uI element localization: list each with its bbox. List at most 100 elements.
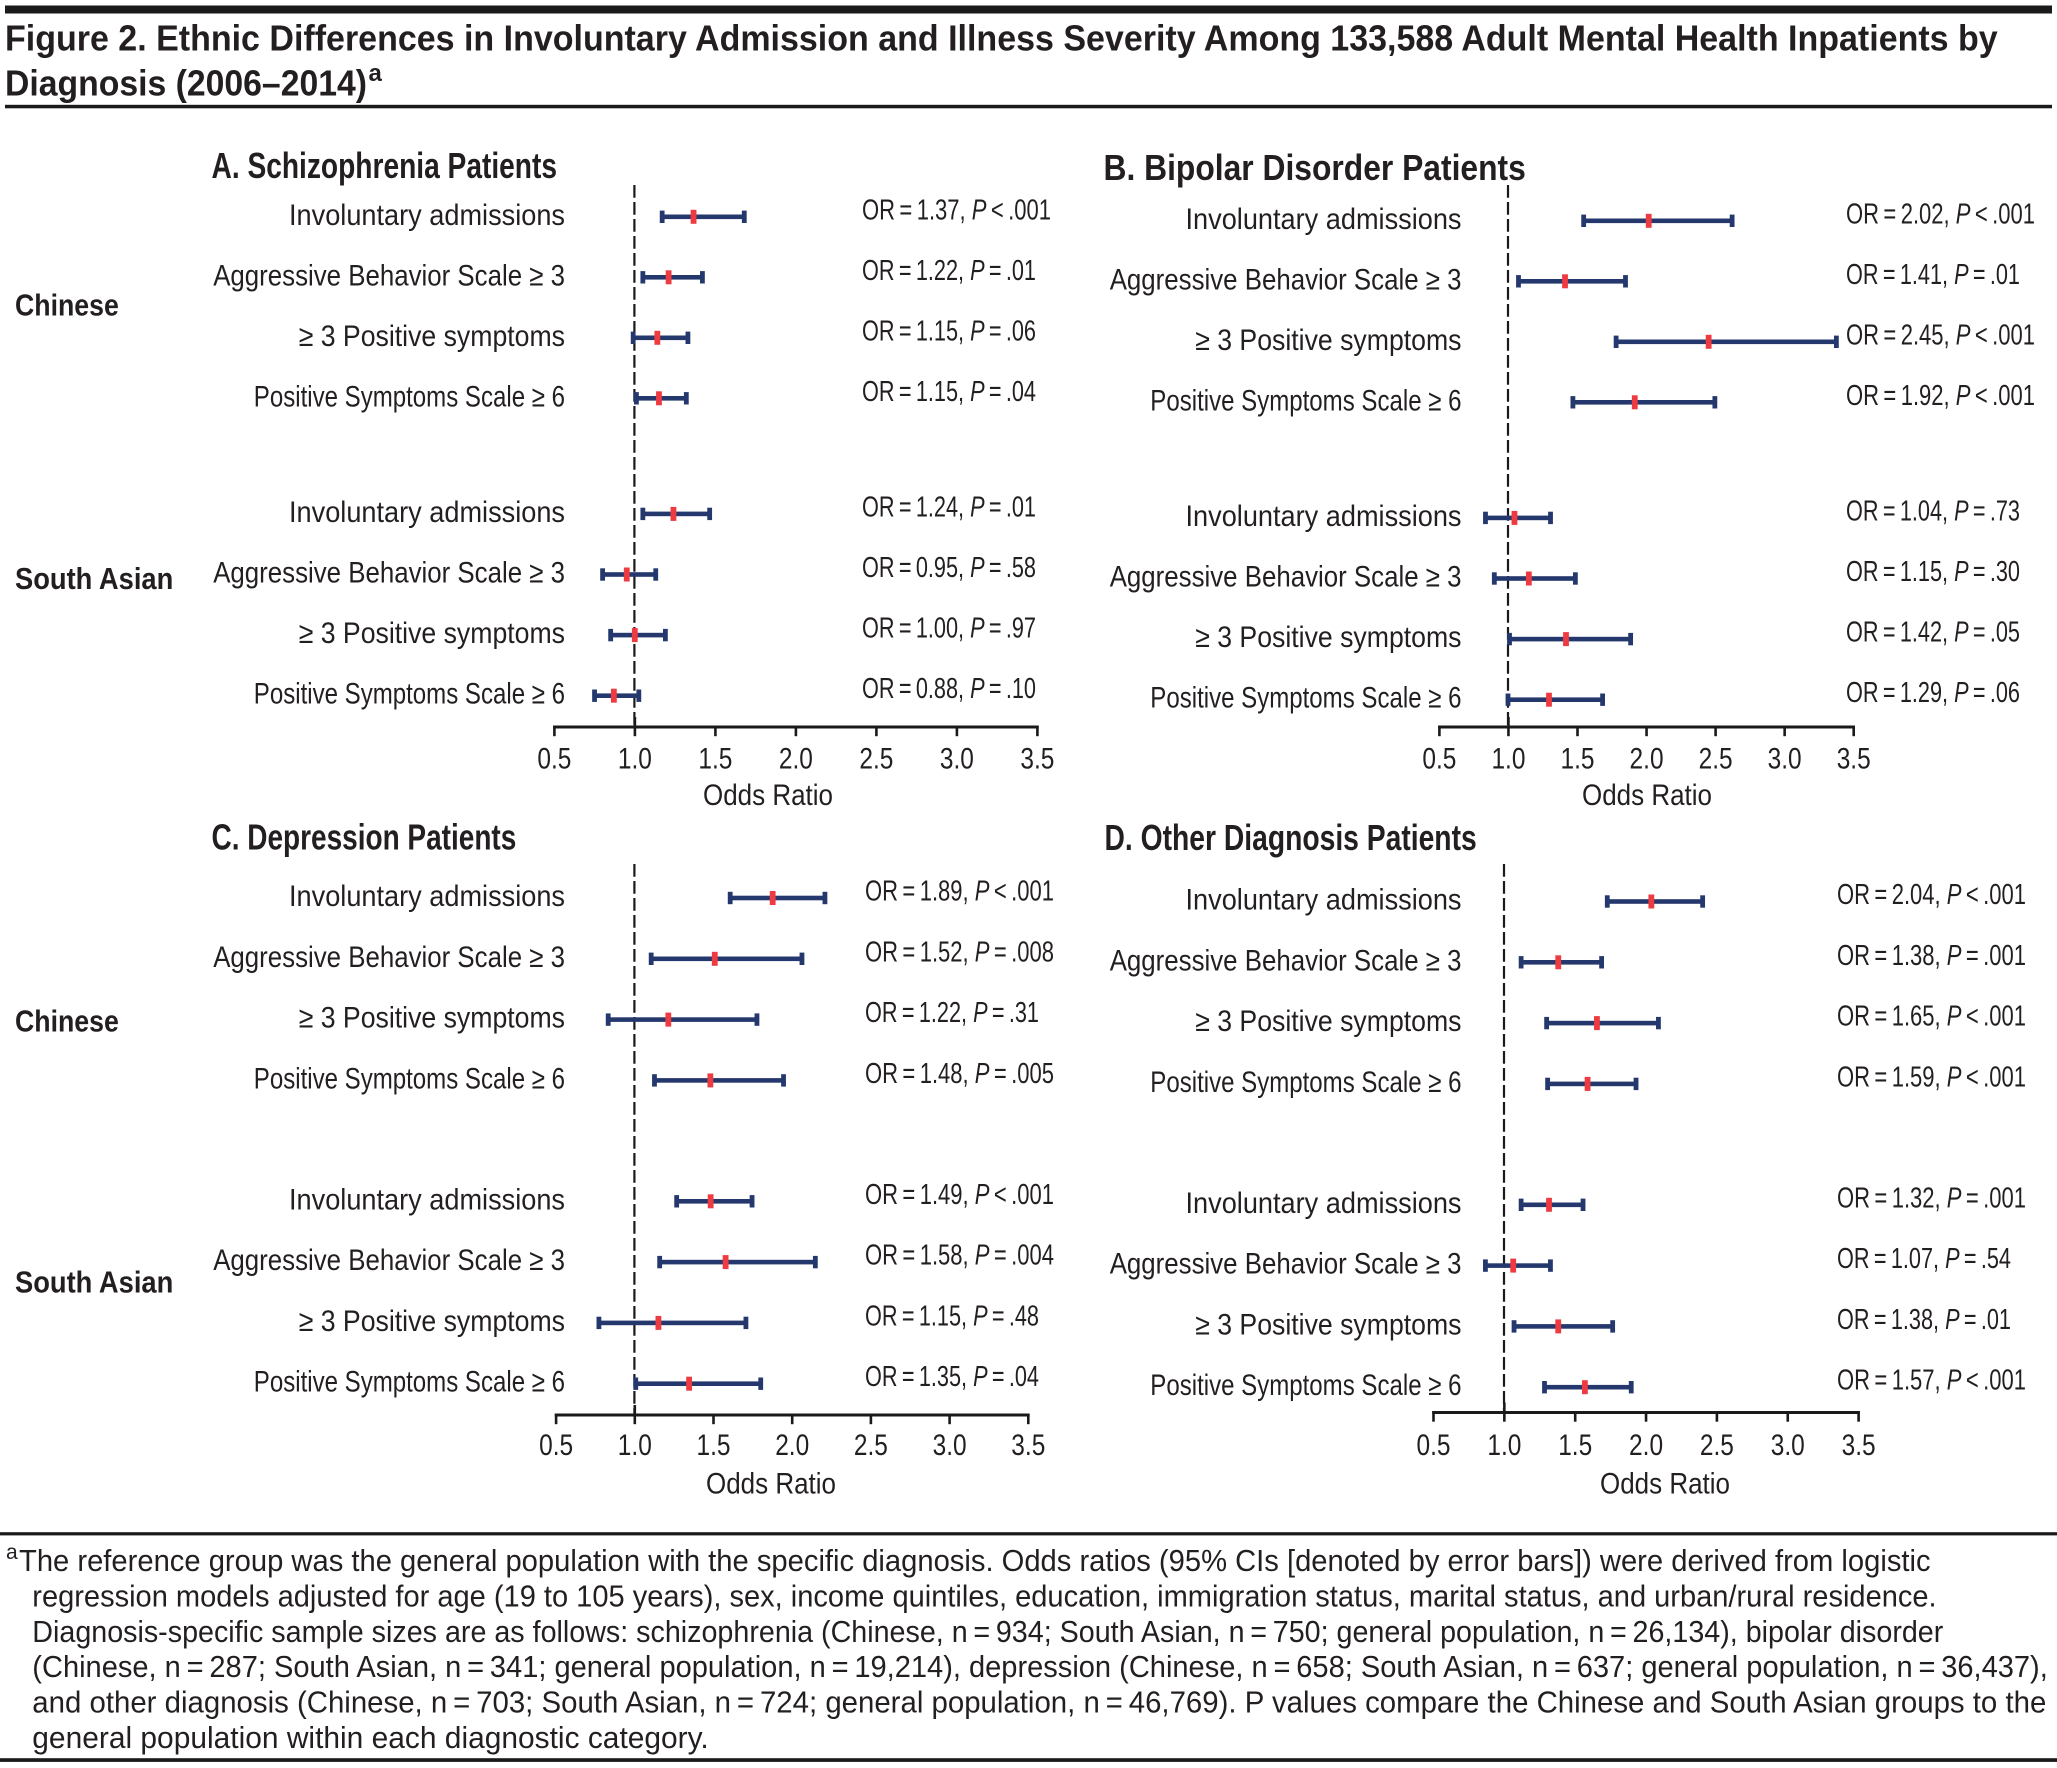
svg-text:OR = 1.24, P = .01: OR = 1.24, P = .01 <box>862 491 1036 523</box>
svg-text:and other diagnosis (Chinese,: and other diagnosis (Chinese, n = 703; S… <box>32 1686 2046 1720</box>
svg-text:Positive Symptoms Scale ≥ 6: Positive Symptoms Scale ≥ 6 <box>254 1366 565 1399</box>
svg-text:general population within each: general population within each diagnosti… <box>32 1721 708 1755</box>
svg-text:Odds Ratio: Odds Ratio <box>703 779 833 812</box>
svg-text:Aggressive Behavior Scale ≥ 3: Aggressive Behavior Scale ≥ 3 <box>1110 263 1462 296</box>
svg-text:Positive Symptoms Scale ≥ 6: Positive Symptoms Scale ≥ 6 <box>254 380 565 413</box>
svg-text:B. Bipolar Disorder Patients: B. Bipolar Disorder Patients <box>1104 147 1526 188</box>
svg-text:OR = 1.07, P = .54: OR = 1.07, P = .54 <box>1837 1243 2011 1275</box>
svg-text:OR = 1.29, P = .06: OR = 1.29, P = .06 <box>1846 677 2020 709</box>
svg-text:OR = 1.15, P = .48: OR = 1.15, P = .48 <box>865 1300 1039 1332</box>
svg-text:Involuntary admissions: Involuntary admissions <box>289 1183 565 1216</box>
svg-text:Positive Symptoms Scale ≥ 6: Positive Symptoms Scale ≥ 6 <box>254 678 565 711</box>
svg-text:0.5: 0.5 <box>1422 742 1456 775</box>
svg-text:1.5: 1.5 <box>1561 742 1595 775</box>
svg-text:3.5: 3.5 <box>1011 1429 1045 1462</box>
svg-text:OR = 1.49, P < .001: OR = 1.49, P < .001 <box>865 1179 1054 1211</box>
svg-text:≥ 3 Positive symptoms: ≥ 3 Positive symptoms <box>1195 621 1461 654</box>
svg-text:OR = 1.38, P = .01: OR = 1.38, P = .01 <box>1837 1304 2011 1336</box>
svg-text:OR = 1.15, P = .06: OR = 1.15, P = .06 <box>862 315 1036 347</box>
svg-text:0.5: 0.5 <box>1417 1429 1451 1462</box>
svg-text:OR = 1.04, P = .73: OR = 1.04, P = .73 <box>1846 495 2020 527</box>
svg-text:1.0: 1.0 <box>1487 1429 1521 1462</box>
svg-text:≥ 3 Positive symptoms: ≥ 3 Positive symptoms <box>299 1305 565 1338</box>
svg-text:Positive Symptoms Scale ≥ 6: Positive Symptoms Scale ≥ 6 <box>1150 1369 1461 1402</box>
svg-text:a: a <box>369 60 383 87</box>
svg-text:Chinese: Chinese <box>15 288 119 323</box>
svg-text:Positive Symptoms Scale ≥ 6: Positive Symptoms Scale ≥ 6 <box>254 1062 565 1095</box>
svg-text:(Chinese, n = 287; South Asian: (Chinese, n = 287; South Asian, n = 341;… <box>32 1650 2048 1684</box>
svg-text:3.0: 3.0 <box>1771 1429 1805 1462</box>
svg-text:3.0: 3.0 <box>940 742 974 775</box>
svg-text:Positive Symptoms Scale ≥ 6: Positive Symptoms Scale ≥ 6 <box>1150 1066 1461 1099</box>
svg-text:2.5: 2.5 <box>1700 1429 1734 1462</box>
svg-text:0.5: 0.5 <box>539 1429 573 1462</box>
svg-text:2.0: 2.0 <box>775 1429 809 1462</box>
svg-text:regression models adjusted for: regression models adjusted for age (19 t… <box>32 1579 1936 1613</box>
svg-text:OR = 2.45, P < .001: OR = 2.45, P < .001 <box>1846 319 2035 351</box>
svg-text:1.5: 1.5 <box>698 742 732 775</box>
svg-text:≥ 3 Positive symptoms: ≥ 3 Positive symptoms <box>299 617 565 650</box>
svg-text:OR = 1.48, P = .005: OR = 1.48, P = .005 <box>865 1058 1054 1090</box>
svg-text:OR = 1.38, P = .001: OR = 1.38, P = .001 <box>1837 940 2026 972</box>
svg-text:Diagnosis (2006–2014): Diagnosis (2006–2014) <box>5 63 367 104</box>
svg-text:2.0: 2.0 <box>779 742 813 775</box>
svg-text:Involuntary admissions: Involuntary admissions <box>289 496 565 529</box>
svg-text:≥ 3 Positive symptoms: ≥ 3 Positive symptoms <box>299 1002 565 1035</box>
svg-text:OR = 1.35, P = .04: OR = 1.35, P = .04 <box>865 1361 1039 1393</box>
svg-text:1.0: 1.0 <box>1491 742 1525 775</box>
svg-text:2.0: 2.0 <box>1629 1429 1663 1462</box>
svg-text:3.5: 3.5 <box>1020 742 1054 775</box>
svg-text:OR = 1.41, P = .01: OR = 1.41, P = .01 <box>1846 259 2020 291</box>
svg-text:A. Schizophrenia Patients: A. Schizophrenia Patients <box>212 145 558 186</box>
svg-text:2.5: 2.5 <box>859 742 893 775</box>
svg-text:OR = 1.22, P = .01: OR = 1.22, P = .01 <box>862 255 1036 287</box>
svg-text:OR = 1.32, P = .001: OR = 1.32, P = .001 <box>1837 1182 2026 1214</box>
svg-text:Odds Ratio: Odds Ratio <box>706 1468 836 1501</box>
svg-text:Odds Ratio: Odds Ratio <box>1582 779 1712 812</box>
svg-text:South Asian: South Asian <box>15 561 173 596</box>
svg-text:Involuntary admissions: Involuntary admissions <box>289 199 565 232</box>
svg-text:≥ 3 Positive symptoms: ≥ 3 Positive symptoms <box>299 320 565 353</box>
svg-text:The reference group was the ge: The reference group was the general popu… <box>19 1544 1931 1578</box>
svg-text:OR = 0.88, P = .10: OR = 0.88, P = .10 <box>862 673 1036 705</box>
svg-text:Aggressive Behavior Scale ≥ 3: Aggressive Behavior Scale ≥ 3 <box>1110 944 1462 977</box>
svg-text:2.5: 2.5 <box>854 1429 888 1462</box>
svg-text:C. Depression Patients: C. Depression Patients <box>212 817 517 858</box>
svg-text:Involuntary admissions: Involuntary admissions <box>289 880 565 913</box>
svg-text:OR = 1.58, P = .004: OR = 1.58, P = .004 <box>865 1240 1054 1272</box>
svg-text:Figure 2. Ethnic Differences i: Figure 2. Ethnic Differences in Involunt… <box>5 18 1998 59</box>
svg-text:OR = 0.95, P = .58: OR = 0.95, P = .58 <box>862 552 1036 584</box>
svg-text:≥ 3 Positive symptoms: ≥ 3 Positive symptoms <box>1195 1308 1461 1341</box>
svg-text:3.5: 3.5 <box>1837 742 1871 775</box>
svg-text:1.5: 1.5 <box>697 1429 731 1462</box>
svg-text:OR = 1.15, P = .04: OR = 1.15, P = .04 <box>862 376 1036 408</box>
svg-text:≥ 3 Positive symptoms: ≥ 3 Positive symptoms <box>1195 1005 1461 1038</box>
svg-text:3.5: 3.5 <box>1842 1429 1876 1462</box>
svg-text:D. Other Diagnosis Patients: D. Other Diagnosis Patients <box>1105 817 1477 858</box>
svg-text:Positive Symptoms Scale ≥ 6: Positive Symptoms Scale ≥ 6 <box>1150 384 1461 417</box>
svg-text:OR = 1.92, P < .001: OR = 1.92, P < .001 <box>1846 380 2035 412</box>
svg-text:2.0: 2.0 <box>1630 742 1664 775</box>
svg-text:OR = 1.65, P < .001: OR = 1.65, P < .001 <box>1837 1001 2026 1033</box>
svg-text:OR = 1.22, P = .31: OR = 1.22, P = .31 <box>865 997 1039 1029</box>
svg-text:Odds Ratio: Odds Ratio <box>1600 1468 1730 1501</box>
svg-text:OR = 2.02, P < .001: OR = 2.02, P < .001 <box>1846 198 2035 230</box>
svg-text:Chinese: Chinese <box>15 1004 119 1039</box>
svg-text:Aggressive Behavior Scale ≥ 3: Aggressive Behavior Scale ≥ 3 <box>213 1244 565 1277</box>
svg-text:Involuntary admissions: Involuntary admissions <box>1186 203 1462 236</box>
svg-text:Aggressive Behavior Scale ≥ 3: Aggressive Behavior Scale ≥ 3 <box>1110 1248 1462 1281</box>
svg-text:Aggressive Behavior Scale ≥ 3: Aggressive Behavior Scale ≥ 3 <box>213 557 565 590</box>
svg-text:Aggressive Behavior Scale ≥ 3: Aggressive Behavior Scale ≥ 3 <box>1110 561 1462 594</box>
svg-text:Involuntary admissions: Involuntary admissions <box>1186 500 1462 533</box>
svg-text:OR = 1.42, P = .05: OR = 1.42, P = .05 <box>1846 617 2020 649</box>
svg-text:2.5: 2.5 <box>1699 742 1733 775</box>
svg-text:1.0: 1.0 <box>618 742 652 775</box>
svg-text:OR = 1.57, P < .001: OR = 1.57, P < .001 <box>1837 1365 2026 1397</box>
svg-text:OR = 1.89, P < .001: OR = 1.89, P < .001 <box>865 876 1054 908</box>
svg-text:Diagnosis-specific sample size: Diagnosis-specific sample sizes are as f… <box>32 1615 1943 1649</box>
svg-text:3.0: 3.0 <box>1768 742 1802 775</box>
svg-text:OR = 1.00, P = .97: OR = 1.00, P = .97 <box>862 613 1036 645</box>
svg-text:Aggressive Behavior Scale ≥ 3: Aggressive Behavior Scale ≥ 3 <box>213 259 565 292</box>
svg-text:South Asian: South Asian <box>15 1265 173 1300</box>
svg-text:OR = 1.15, P = .30: OR = 1.15, P = .30 <box>1846 556 2020 588</box>
